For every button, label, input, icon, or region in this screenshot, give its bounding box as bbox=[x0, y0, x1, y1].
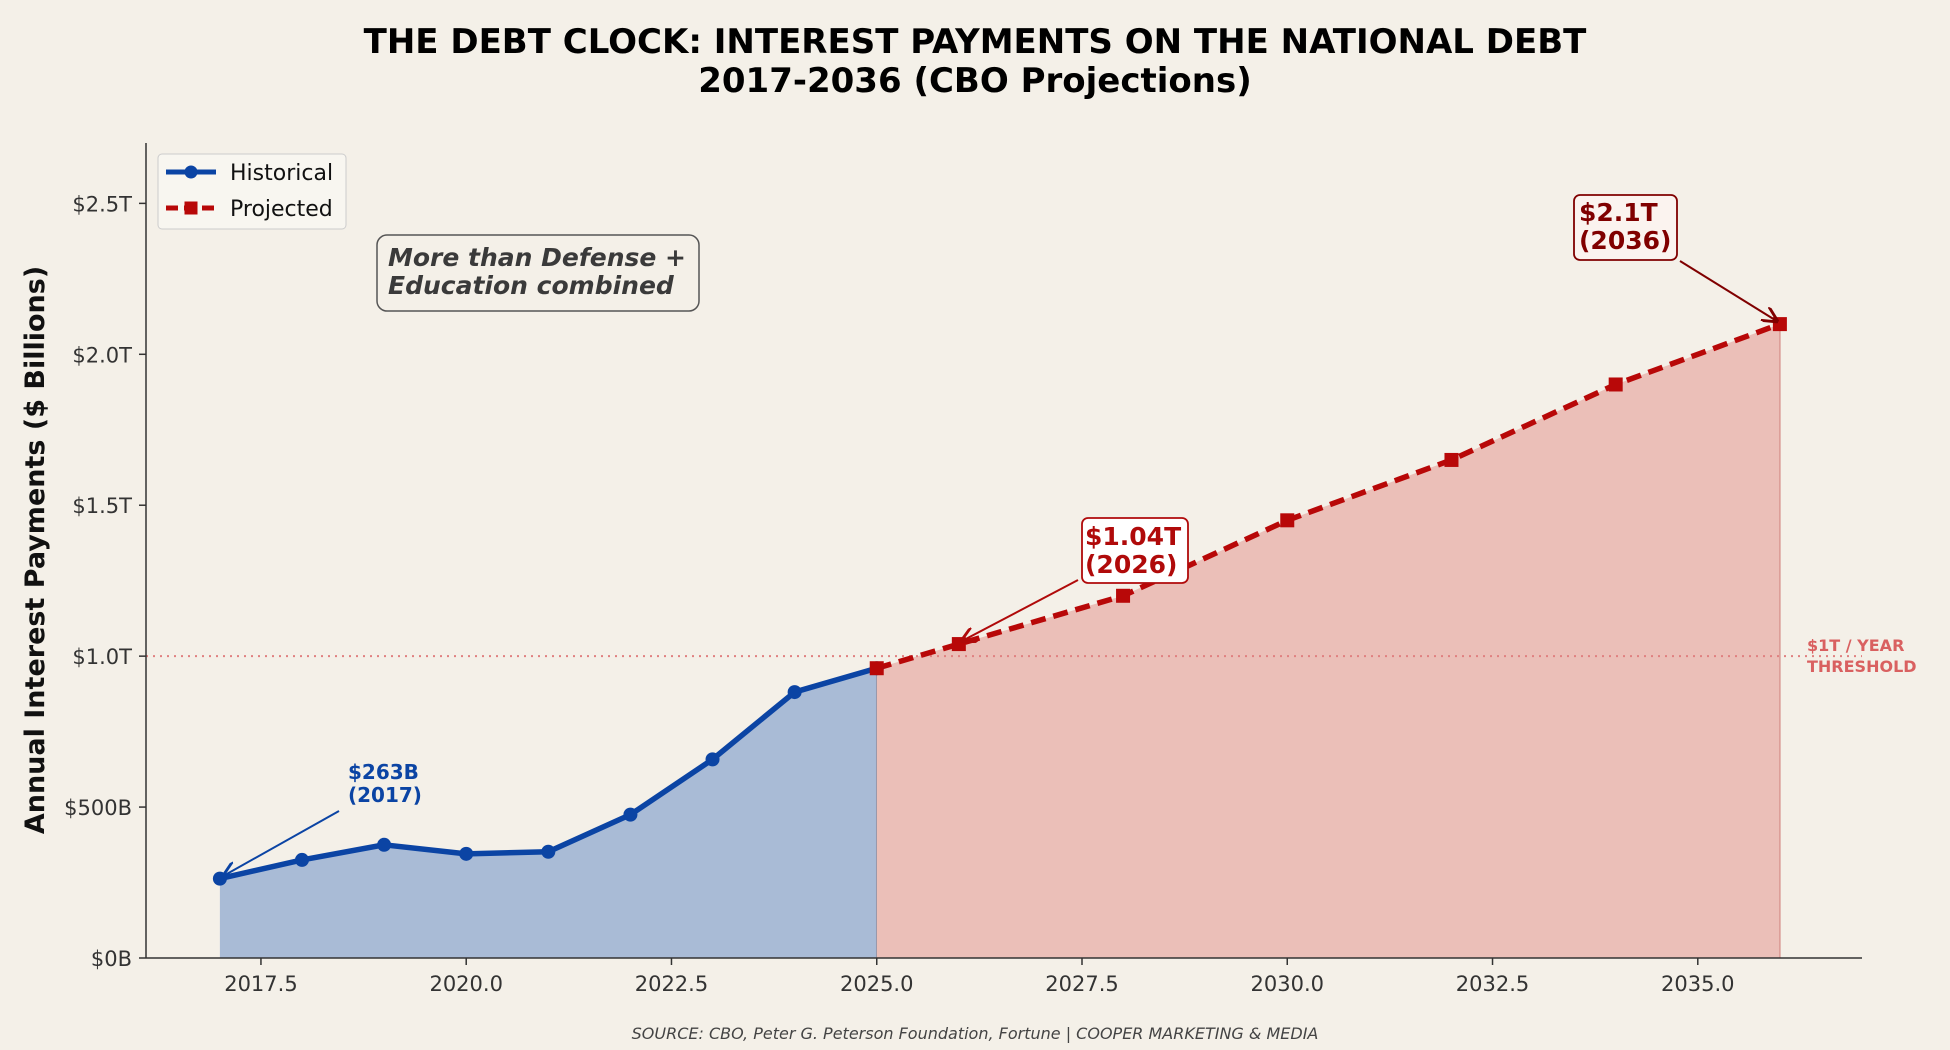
legend: Historical Projected bbox=[157, 153, 347, 230]
data-point-historical bbox=[295, 852, 309, 867]
data-point-projected bbox=[1444, 452, 1459, 467]
chart-subtitle: 2017-2036 (CBO Projections) bbox=[698, 61, 1252, 101]
annotation-arrow-2036 bbox=[1679, 260, 1777, 321]
annotation-2026-line-2: (2026) bbox=[1085, 550, 1177, 579]
annotation-2036-line-2: (2036) bbox=[1579, 226, 1671, 255]
x-tick-label: 2020.0 bbox=[429, 972, 502, 996]
x-tick-label: 2035.0 bbox=[1661, 972, 1734, 996]
legend-historical-label: Historical bbox=[230, 161, 333, 186]
annotation-2026-box bbox=[1081, 517, 1189, 584]
y-tick-label: $0B bbox=[91, 947, 132, 971]
legend-projected-label: Projected bbox=[230, 197, 333, 222]
data-point-historical bbox=[377, 837, 392, 852]
y-tick-label: $500B bbox=[64, 796, 132, 820]
y-axis-label: Annual Interest Payments ($ Billions) bbox=[20, 266, 51, 834]
annotation-2017-line-2: (2017) bbox=[348, 783, 422, 807]
note-line-2: Education combined bbox=[388, 271, 675, 300]
x-tick-label: 2025.0 bbox=[840, 972, 913, 996]
y-tick-label: $1.5T bbox=[72, 494, 132, 518]
data-point-historical bbox=[212, 871, 227, 886]
annotation-arrow-2017 bbox=[224, 810, 340, 876]
x-tick-label: 2017.5 bbox=[224, 972, 297, 996]
source-note: SOURCE: CBO, Peter G. Peterson Foundatio… bbox=[632, 1024, 1319, 1043]
data-point-historical bbox=[459, 846, 474, 861]
comparison-note: More than Defense + Education combined bbox=[376, 234, 700, 312]
y-tick-label: $1.0T bbox=[72, 645, 132, 669]
annotation-2026-line-1: $1.04T bbox=[1085, 522, 1181, 551]
annotation-arrow-2026 bbox=[962, 579, 1079, 641]
threshold-label-line-2: THRESHOLD bbox=[1807, 657, 1917, 676]
data-point-projected bbox=[869, 661, 884, 676]
data-point-historical bbox=[787, 685, 802, 700]
note-box-frame bbox=[376, 234, 700, 312]
data-point-historical bbox=[541, 844, 556, 859]
threshold-label-line-1: $1T / YEAR bbox=[1807, 636, 1904, 655]
y-tick-label: $2.5T bbox=[72, 192, 132, 216]
axes: 2017.5 2020.0 2022.5 2025.0 2027.5 2030.0 2032… bbox=[64, 143, 1862, 996]
annotation-2036-box bbox=[1573, 194, 1678, 261]
y-tick-label: $2.0T bbox=[72, 343, 132, 367]
data-point-projected bbox=[1608, 377, 1623, 392]
area-fill-historical bbox=[219, 668, 877, 958]
annotation-2036-line-1: $2.1T bbox=[1579, 198, 1658, 227]
annotations: $263B(2017) $1.04T(2026) $2.1T(2036) bbox=[224, 194, 1777, 876]
legend-projected-marker bbox=[184, 201, 198, 215]
chart-title: THE DEBT CLOCK: INTEREST PAYMENTS ON THE… bbox=[364, 22, 1588, 62]
data-point-projected bbox=[1280, 513, 1295, 528]
note-line-1: More than Defense + bbox=[388, 243, 686, 272]
x-tick-label: 2022.5 bbox=[635, 972, 708, 996]
x-tick-label: 2027.5 bbox=[1045, 972, 1118, 996]
area-fill-projected bbox=[876, 324, 1780, 959]
x-tick-label: 2032.5 bbox=[1456, 972, 1529, 996]
annotation-2017-line-1: $263B bbox=[348, 760, 419, 784]
data-point-historical bbox=[623, 807, 638, 822]
threshold-reference: $1T / YEAR THRESHOLD bbox=[146, 636, 1917, 676]
legend-historical-marker bbox=[184, 165, 198, 179]
data-point-projected bbox=[1116, 588, 1131, 603]
data-point-historical bbox=[705, 752, 720, 767]
x-tick-label: 2030.0 bbox=[1251, 972, 1324, 996]
area-fills bbox=[219, 324, 1781, 959]
